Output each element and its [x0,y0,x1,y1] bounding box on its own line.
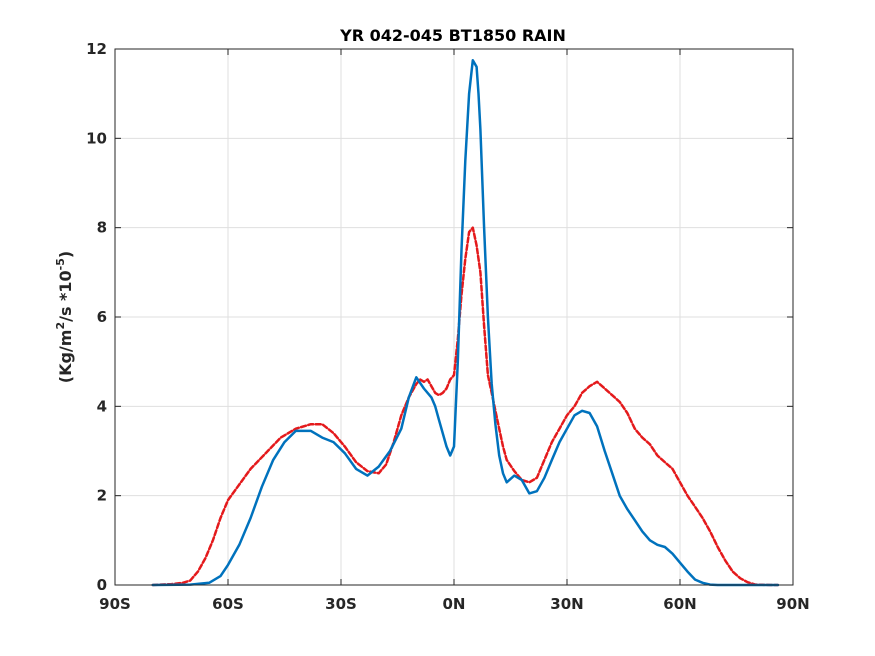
series-group [151,58,780,587]
y-tick-label: 8 [97,219,107,237]
x-tick-label: 60S [212,595,244,613]
y-tick-label: 6 [97,308,107,326]
series-line-dashed [151,226,780,587]
y-tick-label: 10 [86,129,107,147]
x-tick-label: 30N [550,595,583,613]
chart-title: YR 042-045 BT1850 RAIN [339,26,566,45]
x-tick-label: 90N [776,595,809,613]
y-tick-label: 4 [97,397,107,415]
series-line-solid [151,58,780,587]
y-tick-label: 12 [86,40,107,58]
x-tick-label: 30S [325,595,357,613]
tick-group: 90S 60S 30S 0N 30N 60N 90N 0 2 4 6 8 10 12 [86,40,810,613]
y-tick-label: 2 [97,487,107,505]
y-axis-label: (Kg/m2/s *10-5) [54,251,75,383]
y-tick-label: 0 [97,576,107,594]
x-tick-label: 90S [99,595,131,613]
x-tick-label: 0N [443,595,466,613]
x-tick-label: 60N [663,595,696,613]
